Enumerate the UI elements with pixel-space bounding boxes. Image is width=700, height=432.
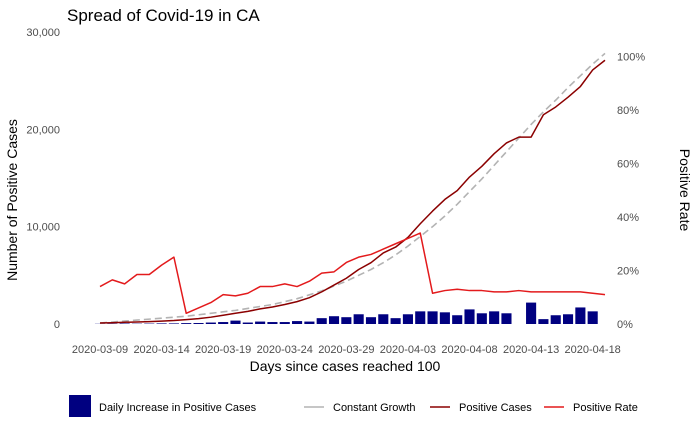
x-tick-label: 2020-04-18 bbox=[565, 344, 621, 356]
daily-increase-bar bbox=[279, 322, 290, 324]
daily-increase-bar bbox=[575, 307, 586, 324]
y-axis-right-title: Positive Rate bbox=[677, 149, 693, 232]
left-tick-label: 0 bbox=[54, 319, 60, 331]
x-tick-label: 2020-04-13 bbox=[503, 344, 559, 356]
daily-increase-bar bbox=[230, 320, 241, 324]
legend-label: Constant Growth bbox=[333, 402, 416, 414]
left-tick-label: 30,000 bbox=[26, 27, 60, 39]
x-tick-label: 2020-03-24 bbox=[257, 344, 313, 356]
daily-increase-bar bbox=[168, 323, 179, 324]
legend-label: Positive Rate bbox=[573, 402, 638, 414]
daily-increase-bar bbox=[550, 315, 561, 324]
lines-group bbox=[99, 52, 606, 324]
daily-increase-bar bbox=[526, 302, 537, 324]
chart-title: Spread of Covid-19 in CA bbox=[67, 6, 260, 25]
daily-increase-bar bbox=[341, 317, 352, 324]
right-tick-label: 20% bbox=[617, 266, 639, 278]
x-axis-title: Days since cases reached 100 bbox=[250, 358, 441, 374]
daily-increase-bar bbox=[193, 323, 204, 324]
left-tick-label: 20,000 bbox=[26, 124, 60, 136]
daily-increase-bar bbox=[365, 317, 377, 324]
constant-growth-line bbox=[99, 52, 606, 324]
daily-increase-bar bbox=[156, 323, 167, 324]
daily-increase-bar bbox=[181, 323, 192, 324]
daily-increase-bar bbox=[218, 322, 229, 324]
daily-increase-bar bbox=[304, 321, 315, 324]
right-tick-label: 40% bbox=[617, 212, 639, 224]
daily-increase-bar bbox=[242, 322, 253, 324]
daily-increase-bar bbox=[538, 319, 549, 324]
right-tick-label: 0% bbox=[617, 319, 633, 331]
right-axis-ticks: 0% 20% 40% 60% 80% 100% bbox=[617, 52, 645, 332]
daily-increase-bar bbox=[390, 318, 401, 324]
daily-increase-bar bbox=[587, 311, 598, 324]
x-tick-label: 2020-04-03 bbox=[380, 344, 436, 356]
left-axis-ticks: 0 10,000 20,000 30,000 bbox=[26, 27, 60, 331]
daily-increase-bar bbox=[402, 314, 413, 324]
right-tick-label: 80% bbox=[617, 105, 639, 117]
positive-rate-line bbox=[99, 232, 606, 315]
x-tick-label: 2020-03-19 bbox=[195, 344, 251, 356]
daily-increase-bar bbox=[439, 312, 450, 324]
daily-increase-bar bbox=[316, 318, 327, 324]
legend-swatch bbox=[69, 395, 91, 417]
daily-increase-bar bbox=[563, 314, 574, 324]
daily-increase-bar bbox=[501, 313, 512, 324]
daily-increase-bar bbox=[452, 315, 463, 324]
daily-increase-bar bbox=[489, 311, 500, 324]
legend-label: Daily Increase in Positive Cases bbox=[99, 402, 257, 414]
x-tick-label: 2020-03-29 bbox=[318, 344, 374, 356]
x-axis-ticks: 2020-03-09 2020-03-14 2020-03-19 2020-03-24… bbox=[72, 344, 621, 356]
legend-label: Positive Cases bbox=[459, 402, 532, 414]
daily-increase-bar bbox=[328, 316, 340, 324]
daily-increase-bar bbox=[205, 322, 216, 324]
daily-increase-bar bbox=[255, 321, 266, 324]
right-tick-label: 60% bbox=[617, 159, 639, 171]
daily-increase-bar bbox=[427, 311, 438, 324]
positive-cases-line bbox=[99, 59, 606, 324]
daily-increase-bar bbox=[267, 322, 278, 324]
daily-increase-bar bbox=[353, 314, 364, 324]
bars-group bbox=[94, 302, 598, 324]
x-tick-label: 2020-04-08 bbox=[441, 344, 497, 356]
x-tick-label: 2020-03-09 bbox=[72, 344, 128, 356]
right-tick-label: 100% bbox=[617, 52, 645, 64]
left-tick-label: 10,000 bbox=[26, 222, 60, 234]
daily-increase-bar bbox=[415, 311, 426, 324]
daily-increase-bar bbox=[464, 309, 475, 324]
daily-increase-bar bbox=[292, 321, 303, 324]
x-tick-label: 2020-03-14 bbox=[133, 344, 189, 356]
y-axis-left-title: Number of Positive Cases bbox=[4, 119, 20, 281]
daily-increase-bar bbox=[476, 313, 487, 324]
legend: Daily Increase in Positive Cases Constant… bbox=[69, 395, 638, 417]
daily-increase-bar bbox=[378, 314, 389, 324]
